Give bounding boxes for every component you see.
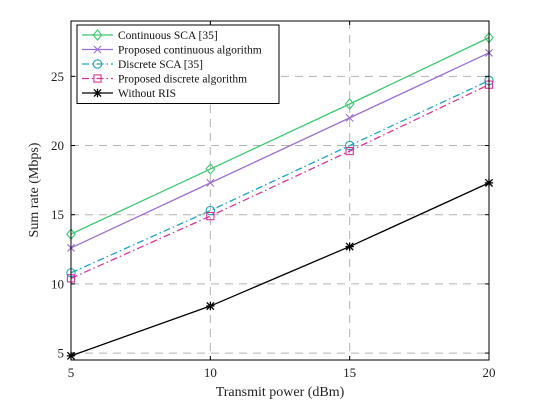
legend-marker	[93, 88, 102, 98]
series-line	[70, 52, 490, 249]
data-point	[205, 163, 216, 175]
legend-entry: Continuous SCA [35]	[82, 29, 218, 42]
series-line	[70, 84, 490, 279]
legend-entry: Proposed continuous algorithm	[82, 45, 262, 57]
legend-marker	[92, 59, 103, 69]
legend-entry: Discrete SCA [35]	[82, 59, 203, 71]
legend-label: Proposed continuous algorithm	[118, 45, 262, 57]
legend: Continuous SCA [35] Proposed continuous a…	[76, 24, 280, 104]
x-axis-label: Transmit power (dBm)	[216, 385, 345, 400]
y-tick-label: 25	[51, 69, 64, 84]
legend-box	[76, 24, 280, 104]
legend-entry: Proposed discrete algorithm	[82, 74, 247, 86]
data-point	[205, 205, 216, 216]
legend-label: Continuous SCA [35]	[118, 30, 218, 42]
data-point	[344, 140, 355, 151]
y-tick-label: 10	[51, 276, 64, 291]
series-line	[70, 182, 490, 357]
data-point	[206, 211, 215, 221]
legend-entry: Without RIS	[82, 88, 176, 100]
plot-frame	[70, 20, 490, 361]
x-tick-label: 10	[204, 365, 217, 380]
legend-marker	[93, 74, 102, 83]
data-point	[345, 113, 354, 122]
data-point	[206, 301, 215, 311]
data-point	[206, 178, 215, 187]
data-point	[344, 98, 355, 110]
y-tick-label: 5	[58, 346, 65, 361]
series-line	[70, 37, 490, 235]
legend-label: Without RIS	[118, 88, 176, 100]
x-tick-label: 5	[68, 365, 75, 380]
data-point	[345, 146, 354, 156]
data-point	[345, 242, 354, 251]
legend-marker	[92, 29, 103, 41]
x-tick-label: 15	[343, 365, 356, 380]
legend-label: Discrete SCA [35]	[118, 59, 203, 71]
y-tick-label: 15	[51, 207, 64, 222]
legend-marker	[93, 45, 102, 54]
y-tick-label: 20	[51, 138, 64, 153]
ticks: 5 10 15 20 5 10 15 20 25	[51, 21, 496, 380]
legend-label: Proposed discrete algorithm	[118, 74, 247, 86]
series-line	[70, 79, 490, 274]
y-axis-label: Sum rate (Mbps)	[27, 142, 42, 237]
x-tick-label: 20	[483, 365, 496, 380]
